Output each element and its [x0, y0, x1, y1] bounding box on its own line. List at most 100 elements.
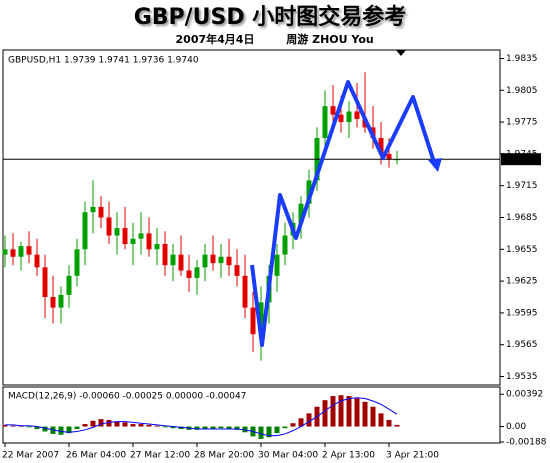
macd-bar [298, 418, 304, 427]
x-tick-label: 22 Mar 2007 [2, 451, 59, 461]
page-title: GBP/USD 小时图交易参考 [134, 4, 407, 30]
macd-bar [266, 426, 272, 438]
macd-bar [354, 398, 360, 427]
macd-bar [194, 426, 200, 430]
candle-body [66, 275, 72, 295]
y-tick-label: 1.9625 [506, 277, 538, 287]
candle-body [274, 254, 280, 276]
candle-body [74, 249, 80, 276]
macd-bar [210, 426, 216, 429]
candle-body [338, 114, 344, 123]
x-tick-label: 3 Apr 21:00 [386, 451, 439, 461]
candle-body [186, 270, 192, 278]
macd-bar [346, 396, 352, 427]
macd-bar [162, 426, 168, 428]
candle-body [354, 111, 360, 119]
x-tick-label: 28 Mar 20:00 [194, 451, 254, 461]
macd-bar [170, 426, 176, 429]
y-tick-label: -0.00188 [506, 438, 547, 448]
macd-bar [362, 401, 368, 427]
forecast-arrow [428, 158, 442, 172]
candle-body [242, 275, 248, 308]
y-tick-label: 0.00 [506, 422, 526, 432]
macd-bar [90, 420, 96, 427]
candle-body [114, 228, 120, 236]
candle-body [26, 246, 32, 255]
y-tick-label: 1.9775 [506, 118, 538, 128]
y-tick-label: 1.9715 [506, 181, 538, 191]
candle-body [194, 267, 200, 278]
chart-header: GBPUSD,H1 1.9739 1.9741 1.9736 1.9740 [8, 56, 199, 66]
candle-body [154, 244, 160, 250]
candle-body [226, 256, 232, 266]
x-tick-label: 2 Apr 13:00 [322, 451, 375, 461]
y-tick-label: 1.9565 [506, 340, 538, 350]
macd-bar [26, 426, 32, 428]
macd-header: MACD(12,26,9) -0.00060 -0.00025 0.00000 … [8, 392, 246, 402]
macd-bar [378, 413, 384, 427]
macd-bar [394, 424, 400, 427]
shift-marker [396, 50, 406, 56]
candle-body [282, 235, 288, 255]
candle-body [146, 233, 152, 250]
candle-body [178, 254, 184, 271]
macd-bar [202, 426, 208, 429]
macd-bar [154, 425, 160, 427]
macd-bar [146, 424, 152, 427]
macd-bar [58, 426, 64, 435]
macd-bar [82, 424, 88, 427]
macd-bar [234, 426, 240, 430]
candle-body [42, 267, 48, 298]
candle-body [58, 294, 64, 308]
macd-bar [42, 426, 48, 432]
candle-body [210, 254, 216, 264]
macd-bar [338, 395, 344, 427]
candle-body [18, 246, 24, 257]
y-tick-label: 1.9655 [506, 245, 538, 255]
candle-body [258, 302, 264, 335]
candle-body [2, 249, 8, 255]
candle-body [234, 265, 240, 276]
macd-bar [322, 400, 328, 427]
y-tick-label: 1.9685 [506, 213, 538, 223]
macd-bar [274, 426, 280, 434]
macd-bar [2, 424, 8, 427]
date: 2007年4月4日 [176, 32, 255, 46]
candle-body [378, 137, 384, 154]
candle-body [386, 153, 392, 160]
macd-bar [290, 423, 296, 427]
candle-body [122, 228, 128, 245]
candle-body [90, 206, 96, 213]
macd-bar [130, 424, 136, 427]
candle-body [170, 254, 176, 266]
candle-body [202, 254, 208, 268]
macd-bar [98, 419, 104, 427]
macd-bar [106, 419, 112, 427]
macd-bar [18, 426, 24, 428]
macd-bar [138, 424, 144, 427]
y-tick-label: 1.9595 [506, 308, 538, 318]
macd-bar [74, 426, 80, 429]
candle-body [346, 111, 352, 123]
candle-body [106, 217, 112, 236]
candle-body [162, 244, 168, 266]
y-tick-label: 0.00392 [506, 390, 543, 400]
x-tick-label: 26 Mar 04:00 [66, 451, 126, 461]
macd-bar [370, 406, 376, 427]
candle-body [50, 297, 56, 308]
candle-body [330, 106, 336, 115]
signal-line [5, 397, 398, 437]
macd-bar [218, 426, 224, 429]
candle-body [98, 206, 104, 218]
macd-bar [114, 421, 120, 427]
macd-bar [122, 422, 128, 427]
price-label: 1.9740 [505, 155, 537, 165]
x-tick-label: 27 Mar 12:00 [130, 451, 190, 461]
macd-bar [66, 426, 72, 434]
macd-bar [282, 426, 288, 429]
macd-bar [330, 396, 336, 427]
candle-body [322, 106, 328, 138]
forecast-path [250, 80, 436, 347]
candle-body [10, 249, 16, 257]
candle-body [138, 233, 144, 239]
